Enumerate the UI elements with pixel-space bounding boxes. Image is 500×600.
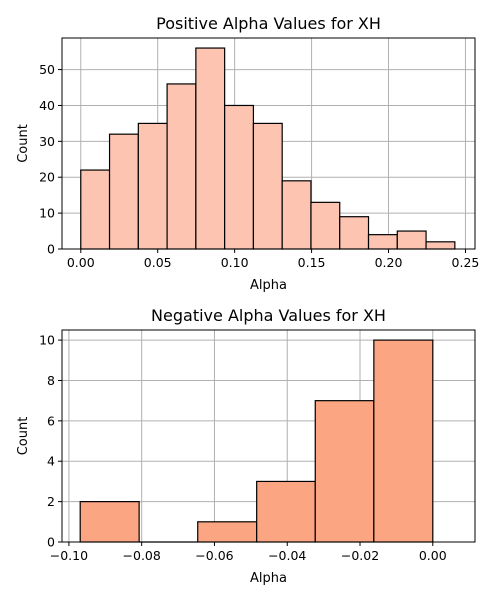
histogram-bar — [310, 201, 341, 250]
y-axis-label: Count — [16, 417, 31, 456]
y-tick-label: 0 — [47, 535, 55, 550]
histogram-bar — [339, 216, 370, 250]
chart-title: Negative Alpha Values for XH — [151, 306, 386, 325]
y-tick-label: 6 — [47, 413, 55, 428]
x-axis-ticks: −0.10 −0.08 −0.06 −0.04 −0.02 0.00 — [50, 542, 447, 563]
histogram-bar — [281, 180, 312, 250]
histogram-bar — [224, 104, 255, 250]
y-tick-label: 4 — [47, 454, 55, 469]
x-axis-label: Alpha — [250, 278, 287, 293]
plot-frame — [61, 37, 476, 250]
histogram-bar — [256, 480, 316, 543]
y-axis-ticks: 0 10 20 30 40 50 — [39, 62, 62, 257]
y-tick-label: 8 — [47, 373, 55, 388]
y-tick-label: 50 — [39, 62, 55, 77]
x-tick-label: 0.10 — [221, 255, 249, 270]
histogram-bar — [252, 122, 283, 250]
y-axis-ticks: 0 2 4 6 8 10 — [39, 333, 62, 550]
histogram-bar — [79, 501, 140, 543]
x-tick-label: −0.04 — [268, 548, 306, 563]
histogram-bar — [197, 521, 258, 543]
x-tick-label: −0.08 — [123, 548, 161, 563]
y-tick-label: 20 — [39, 170, 55, 185]
histogram-bar — [314, 400, 375, 543]
x-tick-label: −0.02 — [341, 548, 379, 563]
plot-frame — [61, 329, 476, 543]
x-tick-label: 0.00 — [67, 255, 95, 270]
y-tick-label: 30 — [39, 134, 55, 149]
histogram-bar — [367, 234, 398, 250]
histogram-bar — [80, 169, 111, 250]
y-axis-label: Count — [16, 124, 31, 163]
bars — [80, 47, 456, 250]
bars — [79, 339, 434, 543]
chart-title: Positive Alpha Values for XH — [156, 14, 381, 33]
histogram-bar — [425, 241, 456, 250]
positive-alpha-histogram: Positive Alpha Values for XH 0.00 0.05 0.1… — [16, 14, 479, 293]
y-tick-label: 2 — [47, 494, 55, 509]
x-axis-ticks: 0.00 0.05 0.10 0.15 0.20 0.25 — [67, 249, 480, 270]
x-tick-label: 0.00 — [419, 548, 447, 563]
y-tick-label: 10 — [39, 333, 55, 348]
x-tick-label: 0.25 — [452, 255, 480, 270]
negative-alpha-histogram: Negative Alpha Values for XH −0.10 −0.08−… — [16, 306, 476, 586]
y-tick-label: 10 — [39, 206, 55, 221]
histogram-bar — [373, 339, 434, 543]
x-tick-label: 0.20 — [375, 255, 403, 270]
x-tick-label: −0.06 — [195, 548, 233, 563]
histogram-bar — [166, 83, 197, 250]
histogram-bar — [137, 122, 168, 250]
histogram-bar — [195, 47, 226, 250]
histogram-bar — [396, 230, 427, 250]
x-tick-label: −0.10 — [50, 548, 88, 563]
x-axis-label: Alpha — [250, 571, 287, 586]
x-tick-label: 0.05 — [144, 255, 172, 270]
histogram-bar — [108, 133, 139, 250]
x-tick-label: 0.15 — [298, 255, 326, 270]
y-tick-label: 0 — [47, 242, 55, 257]
y-tick-label: 40 — [39, 98, 55, 113]
